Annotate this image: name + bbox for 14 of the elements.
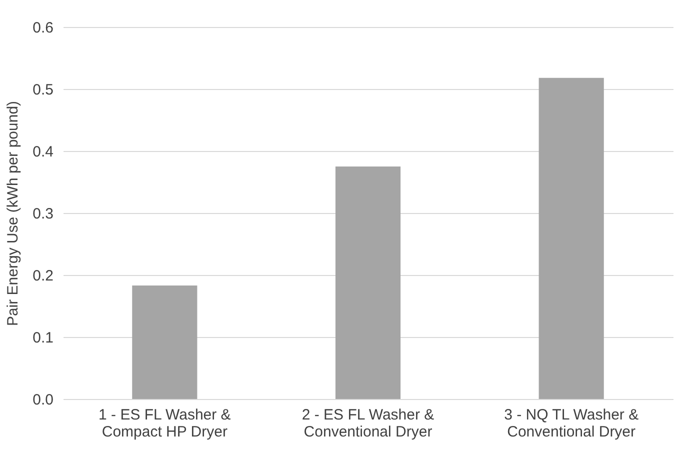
- x-tick-label: 1 - ES FL Washer & Compact HP Dryer: [98, 406, 231, 440]
- bar: [335, 166, 401, 399]
- y-tick-label: 0.5: [32, 82, 54, 98]
- bar: [538, 78, 604, 399]
- y-tick-label: 0.0: [32, 392, 54, 408]
- y-axis-title: Pair Energy Use (kWh per pound): [4, 100, 22, 326]
- y-tick-label: 0.3: [32, 206, 54, 222]
- y-tick-label: 0.2: [32, 268, 54, 284]
- bar: [132, 286, 198, 399]
- x-tick-label: 3 - NQ TL Washer & Conventional Dryer: [504, 406, 639, 440]
- y-tick-label: 0.4: [32, 144, 54, 160]
- y-tick-label: 0.1: [32, 330, 54, 346]
- y-tick-label: 0.6: [32, 20, 54, 36]
- x-tick-label: 2 - ES FL Washer & Conventional Dryer: [302, 406, 434, 440]
